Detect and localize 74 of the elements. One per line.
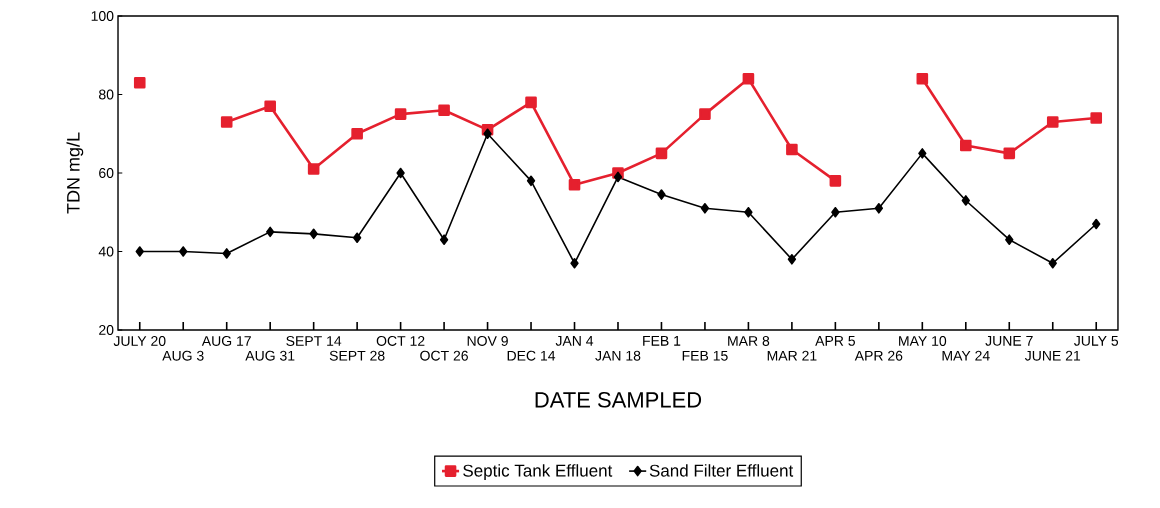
point [526, 175, 536, 187]
point [135, 246, 144, 257]
y-tick-label: 100 [91, 11, 114, 21]
point [1048, 257, 1057, 269]
x-tick-label: FEB 15 [682, 350, 728, 361]
point [307, 163, 320, 175]
point [916, 73, 929, 85]
x-tick-label: JAN 4 [555, 336, 594, 346]
point [655, 147, 668, 160]
legend-label: Sand Filter Effluent [649, 464, 794, 477]
x-tick-label: JULY 20 [113, 336, 166, 346]
x-tick-label: AUG 17 [201, 336, 251, 346]
point [831, 206, 840, 218]
point [309, 228, 318, 240]
point [829, 175, 842, 187]
x-tick-label: MAY 10 [899, 336, 947, 346]
point [613, 171, 623, 183]
y-axis-title: TDN mg/L [66, 132, 84, 214]
x-tick-label: AUG 31 [245, 350, 295, 361]
y-tick-label: 60 [99, 168, 114, 178]
point [1005, 234, 1014, 246]
x-tick-label: MAR 8 [728, 336, 770, 346]
x-tick-label: DEC 14 [507, 350, 556, 361]
point [396, 167, 405, 179]
point [222, 248, 231, 259]
x-tick-label: SEPT 14 [286, 336, 342, 346]
point [351, 127, 363, 140]
point [483, 128, 492, 140]
point [570, 257, 579, 269]
point [568, 178, 581, 191]
x-tick-label: APR 26 [854, 350, 903, 361]
point [439, 234, 449, 246]
point [1046, 116, 1059, 128]
x-tick-label: FEB 1 [643, 336, 681, 346]
point [874, 203, 884, 214]
point [220, 116, 233, 128]
point [744, 206, 753, 218]
x-tick-label: APR 5 [815, 336, 855, 346]
point [266, 226, 275, 238]
x-tick-label: JUNE 21 [1024, 350, 1081, 361]
point [1090, 112, 1103, 124]
x-tick-label: MAY 24 [942, 350, 990, 361]
point [352, 232, 362, 244]
x-tick-label: OCT 12 [376, 336, 425, 346]
point [438, 104, 450, 116]
point [394, 108, 407, 120]
point [179, 246, 188, 257]
x-tick-label: JULY 5 [1074, 336, 1119, 346]
point [1092, 218, 1101, 230]
x-axis-title: DATE SAMPLED [535, 392, 702, 408]
x-tick-label: MAR 21 [767, 350, 817, 361]
point [699, 108, 711, 120]
point [961, 195, 970, 206]
point [742, 73, 755, 85]
x-tick-label: NOV 9 [467, 336, 508, 346]
x-tick-label: OCT 26 [420, 350, 468, 361]
point [918, 148, 927, 159]
x-tick-label: AUG 3 [162, 350, 204, 361]
point [787, 254, 797, 265]
point [264, 100, 276, 113]
point [786, 143, 798, 156]
x-tick-label: JAN 18 [595, 350, 641, 361]
y-tick-label: 40 [98, 246, 114, 257]
x-tick-label: JUNE 7 [985, 336, 1033, 346]
point [525, 96, 537, 109]
legend-label: Septic Tank Effluent [463, 464, 613, 481]
y-tick-label: 20 [99, 325, 114, 335]
y-tick-label: 80 [99, 89, 114, 100]
point [960, 139, 972, 152]
point [1003, 147, 1016, 160]
x-tick-label: SEPT 28 [329, 350, 385, 361]
point [700, 203, 710, 214]
point [657, 189, 666, 200]
point [133, 76, 146, 89]
